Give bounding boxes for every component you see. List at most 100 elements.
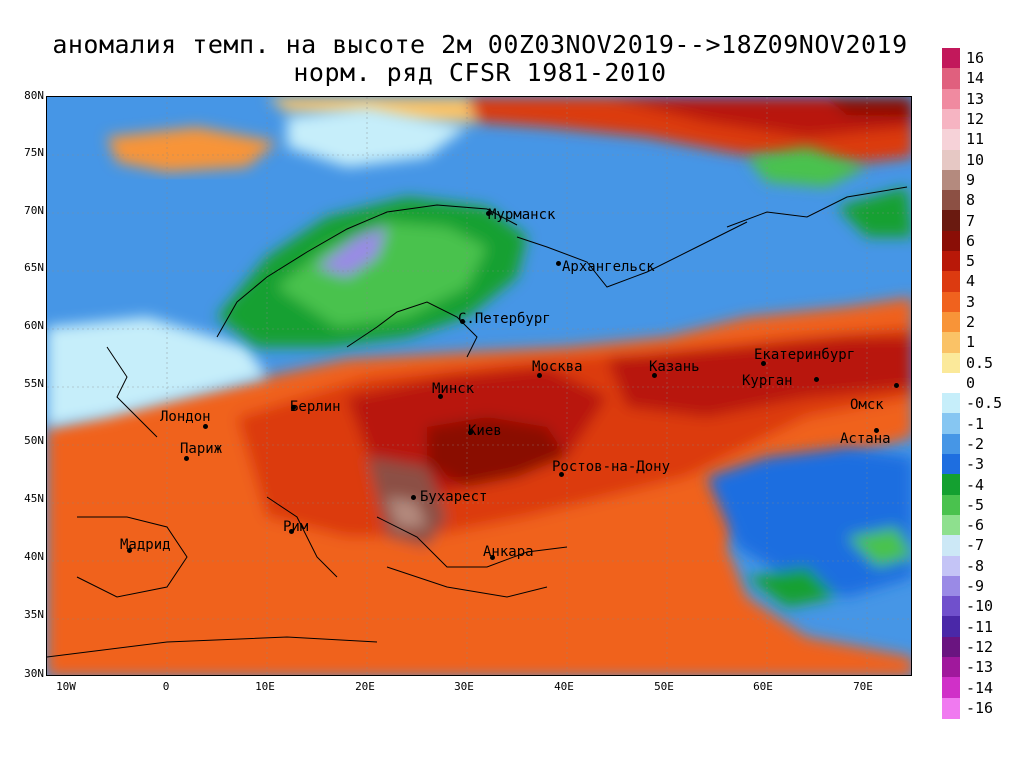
city-label: Казань	[649, 359, 700, 375]
lat-tick-label: 45N	[24, 492, 44, 505]
colorbar-label: -8	[966, 556, 985, 575]
colorbar-label: 1	[966, 333, 976, 352]
colorbar-swatch	[942, 616, 960, 638]
city-label: Екатеринбург	[754, 347, 856, 363]
city-marker	[490, 555, 495, 560]
colorbar-swatch	[942, 68, 960, 90]
colorbar-label: 2	[966, 313, 976, 332]
lat-tick-label: 70N	[24, 204, 44, 217]
colorbar-swatch	[942, 291, 960, 313]
lat-tick-label: 50N	[24, 434, 44, 447]
colorbar-swatch	[942, 129, 960, 151]
lon-tick-label: 30E	[454, 680, 474, 693]
city-marker	[291, 405, 296, 410]
colorbar-swatch	[942, 230, 960, 252]
city-label: Париж	[180, 441, 223, 457]
colorbar	[942, 48, 960, 719]
colorbar-swatch	[942, 108, 960, 130]
city-marker	[468, 430, 473, 435]
city-marker	[537, 373, 542, 378]
city-label: Ростов-на-Дону	[552, 459, 671, 475]
colorbar-label: -11	[966, 617, 994, 636]
city-label: Анкара	[483, 544, 534, 560]
colorbar-swatch	[942, 48, 960, 69]
colorbar-swatch	[942, 271, 960, 293]
colorbar-swatch	[942, 657, 960, 678]
lat-tick-label: 35N	[24, 608, 44, 621]
colorbar-label: -5	[966, 495, 985, 514]
city-label: С.Петербург	[458, 311, 551, 327]
colorbar-swatch	[942, 311, 960, 333]
map-title-line1: аномалия темп. на высоте 2м 00Z03NOV2019…	[52, 30, 908, 59]
city-marker	[874, 428, 879, 433]
city-marker	[559, 472, 564, 477]
colorbar-swatch	[942, 149, 960, 171]
city-marker	[203, 424, 208, 429]
colorbar-label: 8	[966, 191, 976, 210]
anomaly-map	[46, 96, 912, 676]
city-marker	[184, 456, 189, 461]
city-label: Бухарест	[420, 489, 488, 505]
colorbar-swatch	[942, 352, 960, 374]
city-label: Омск	[850, 397, 884, 413]
colorbar-label: 0.5	[966, 353, 994, 372]
colorbar-label: 0	[966, 374, 976, 392]
colorbar-swatch	[942, 251, 960, 272]
colorbar-swatch	[942, 413, 960, 435]
lat-tick-label: 80N	[24, 89, 44, 102]
colorbar-swatch	[942, 677, 960, 699]
lat-tick-label: 65N	[24, 261, 44, 274]
colorbar-label: -9	[966, 577, 985, 596]
colorbar-label: -0.5	[966, 394, 1003, 413]
colorbar-label: 7	[966, 211, 976, 230]
colorbar-label: -3	[966, 455, 985, 474]
colorbar-label: 4	[966, 272, 976, 291]
colorbar-swatch	[942, 454, 960, 475]
colorbar-label: 10	[966, 150, 985, 169]
anomaly-field	[47, 97, 911, 675]
colorbar-label: -4	[966, 475, 985, 494]
colorbar-label: -13	[966, 658, 994, 677]
colorbar-label: -1	[966, 414, 985, 433]
lon-tick-label: 10E	[255, 680, 275, 693]
colorbar-swatch	[942, 190, 960, 211]
lat-tick-label: 60N	[24, 319, 44, 332]
colorbar-label: 12	[966, 110, 985, 129]
colorbar-swatch	[942, 514, 960, 536]
lat-tick-label: 40N	[24, 550, 44, 563]
city-marker	[814, 377, 819, 382]
lon-tick-label: 70E	[853, 680, 873, 693]
lat-tick-label: 75N	[24, 146, 44, 159]
city-label: Минск	[432, 381, 475, 397]
lat-tick-label: 55N	[24, 377, 44, 390]
colorbar-swatch	[942, 210, 960, 232]
lon-tick-label: 10W	[56, 680, 76, 693]
city-marker	[894, 383, 899, 388]
colorbar-label: 16	[966, 49, 985, 68]
city-marker	[460, 319, 465, 324]
colorbar-swatch	[942, 535, 960, 557]
colorbar-swatch	[942, 636, 960, 658]
colorbar-swatch	[942, 494, 960, 516]
colorbar-swatch	[942, 697, 960, 719]
lat-tick-label: 30N	[24, 667, 44, 680]
city-label: Архангельск	[562, 259, 655, 275]
colorbar-label: -7	[966, 536, 985, 555]
city-label: Астана	[840, 431, 891, 447]
lon-tick-label: 50E	[654, 680, 674, 693]
city-label: Берлин	[290, 399, 341, 415]
city-marker	[289, 529, 294, 534]
colorbar-swatch	[942, 433, 960, 455]
city-marker	[486, 211, 491, 216]
city-label: Москва	[532, 359, 583, 375]
city-marker	[556, 261, 561, 266]
city-marker	[127, 548, 132, 553]
colorbar-label: 6	[966, 231, 976, 250]
lon-tick-label: 20E	[355, 680, 375, 693]
colorbar-label: 13	[966, 89, 985, 108]
colorbar-swatch	[942, 575, 960, 597]
lon-tick-label: 40E	[554, 680, 574, 693]
colorbar-label: -10	[966, 597, 994, 616]
colorbar-label: -14	[966, 678, 994, 697]
city-label: Мурманск	[488, 207, 556, 223]
